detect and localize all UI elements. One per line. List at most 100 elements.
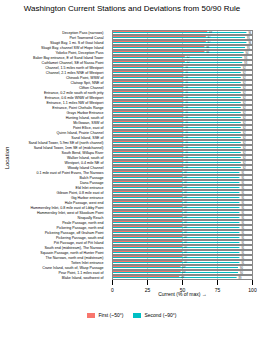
svg-text:Gibson Point, 0.8 mile east of: Gibson Point, 0.8 mile east of	[57, 191, 104, 195]
svg-text:51: 51	[185, 65, 189, 69]
svg-text:Balch Passage: Balch Passage	[80, 176, 104, 180]
html-text:Location: Location	[4, 146, 10, 170]
html-text:Second (~90°): Second (~90°)	[144, 312, 177, 318]
svg-text:Nisqually Reach: Nisqually Reach	[78, 216, 104, 220]
svg-text:Skagit Bay, channel SW of Hope: Skagit Bay, channel SW of Hope Island	[41, 46, 103, 50]
svg-text:Pitt Passage, east of Pitt Isl: Pitt Passage, east of Pitt Island	[54, 241, 104, 245]
svg-text:96: 96	[248, 41, 252, 45]
svg-text:100: 100	[248, 287, 257, 293]
svg-text:Pickering Passage, north end: Pickering Passage, north end	[57, 226, 104, 230]
svg-text:92: 92	[242, 76, 246, 80]
svg-text:Blake Island, southwest of: Blake Island, southwest of	[62, 276, 104, 280]
svg-text:92: 92	[242, 116, 246, 120]
svg-text:The Narrows, north end (midstr: The Narrows, north end (midstream)	[46, 256, 104, 260]
svg-text:51: 51	[185, 125, 189, 129]
svg-text:Clatsop Spit, NNE of: Clatsop Spit, NNE of	[71, 81, 104, 85]
svg-text:Clifton Channel: Clifton Channel	[79, 86, 104, 90]
svg-text:25: 25	[145, 287, 151, 293]
svg-text:67: 67	[207, 35, 211, 39]
svg-text:Hammersley Inlet, 0.8 mile eas: Hammersley Inlet, 0.8 mile east of Libby…	[30, 206, 103, 210]
svg-text:51: 51	[185, 80, 189, 84]
svg-text:51: 51	[185, 90, 189, 94]
svg-text:Sand Island Tower, 1nm SE of (: Sand Island Tower, 1nm SE of (midchannel…	[34, 146, 104, 150]
svg-text:Chinook Point, WSW of: Chinook Point, WSW of	[66, 76, 104, 80]
html-text:Washington Current Stations an: Washington Current Stations and Deviatio…	[23, 4, 241, 13]
svg-text:52: 52	[186, 55, 190, 59]
svg-text:92: 92	[242, 106, 246, 110]
svg-text:Hunting Island, south of: Hunting Island, south of	[66, 116, 104, 120]
svg-text:51: 51	[185, 115, 189, 119]
svg-text:92: 92	[242, 121, 246, 125]
svg-text:Entrance, Point Chehalis Range: Entrance, Point Chehalis Range	[52, 106, 103, 110]
svg-text:Yokeko Point, Deception Pass: Yokeko Point, Deception Pass	[55, 51, 103, 55]
svg-text:94: 94	[245, 51, 249, 55]
svg-text:Eld Inlet entrance: Eld Inlet entrance	[76, 186, 104, 190]
svg-text:Hammersley Inlet, west of Skoo: Hammersley Inlet, west of Skookum Point	[37, 211, 104, 215]
svg-text:51: 51	[185, 95, 189, 99]
html-text:First (~50°): First (~50°)	[98, 312, 124, 318]
svg-text:75: 75	[215, 287, 221, 293]
svg-text:92: 92	[242, 101, 246, 105]
svg-text:92: 92	[242, 96, 246, 100]
svg-text:Hale Passage, west end: Hale Passage, west end	[65, 201, 104, 205]
svg-text:68: 68	[209, 30, 213, 34]
svg-text:Pear Point, 1.1 miles east of: Pear Point, 1.1 miles east of	[59, 271, 104, 275]
svg-text:51: 51	[185, 105, 189, 109]
svg-text:Woody Island Channel: Woody Island Channel	[67, 166, 103, 170]
svg-text:Quinn Island, Prairie Channel: Quinn Island, Prairie Channel	[57, 131, 104, 135]
svg-text:66: 66	[206, 45, 210, 49]
svg-text:Baker Bay entrance, E of Sand: Baker Bay entrance, E of Sand Island Tow…	[33, 56, 104, 60]
svg-text:51: 51	[185, 110, 189, 114]
svg-text:Entrance, 0.2 mile south of no: Entrance, 0.2 mile south of north jetty	[44, 91, 104, 95]
svg-text:93: 93	[244, 61, 248, 65]
svg-text:McGowan, SSW of: McGowan, SSW of	[73, 121, 103, 125]
svg-text:Entrance, 1.1 miles NW of West: Entrance, 1.1 miles NW of Westport	[46, 101, 103, 105]
svg-text:51: 51	[185, 100, 189, 104]
svg-text:Crane Island, south of, Wasp P: Crane Island, south of, Wasp Passage	[42, 266, 103, 270]
svg-text:Deception Pass (narrows): Deception Pass (narrows)	[62, 31, 103, 35]
svg-text:92: 92	[242, 71, 246, 75]
svg-text:Channel, 1.5 miles north of We: Channel, 1.5 miles north of Westport	[45, 66, 103, 70]
svg-text:92: 92	[242, 86, 246, 90]
svg-text:96: 96	[248, 31, 252, 35]
svg-text:Grays Harbor Entrance: Grays Harbor Entrance	[67, 111, 104, 115]
svg-text:51: 51	[185, 130, 189, 134]
svg-text:51: 51	[185, 120, 189, 124]
svg-text:Walker Island, south of: Walker Island, south of	[67, 156, 103, 160]
svg-text:South Bend, Willapa River: South Bend, Willapa River	[62, 151, 105, 155]
svg-text:67: 67	[207, 40, 211, 44]
svg-text:92: 92	[242, 81, 246, 85]
svg-text:Westport, 0.4 mile NE of: Westport, 0.4 mile NE of	[65, 161, 104, 165]
svg-text:Pickering Passage, off Graham: Pickering Passage, off Graham Point	[45, 231, 104, 235]
svg-text:Squaxin Passage, north of Hunt: Squaxin Passage, north of Hunter Point	[40, 251, 103, 255]
svg-text:Gig Harbor entrance: Gig Harbor entrance	[71, 196, 104, 200]
svg-text:Entrance, 0.6 mile WNW of West: Entrance, 0.6 mile WNW of Westport	[45, 96, 104, 100]
svg-text:0: 0	[111, 287, 114, 293]
svg-text:51: 51	[185, 135, 189, 139]
svg-text:Sand Island Tower, 5.9mi SE of: Sand Island Tower, 5.9mi SE of (north ch…	[28, 141, 103, 145]
svg-text:Sand Island, SSE of: Sand Island, SSE of	[71, 136, 103, 140]
svg-text:Skagit Bay, 1 mi. S of Goat Is: Skagit Bay, 1 mi. S of Goat Island	[50, 41, 103, 45]
svg-text:92: 92	[242, 66, 246, 70]
svg-text:51: 51	[185, 75, 189, 79]
svg-text:Pickering Passage, south end: Pickering Passage, south end	[56, 236, 104, 240]
svg-text:Point Ellice, east of: Point Ellice, east of	[73, 126, 104, 130]
svg-text:51: 51	[185, 70, 189, 74]
svg-text:Current (% of max) →: Current (% of max) →	[158, 291, 207, 297]
svg-text:0.1 mile east of Point Evans,: 0.1 mile east of Point Evans, The Narrow…	[36, 171, 103, 175]
svg-text:92: 92	[242, 111, 246, 115]
svg-text:93: 93	[244, 56, 248, 60]
svg-text:92: 92	[242, 131, 246, 135]
svg-text:66: 66	[206, 50, 210, 54]
svg-text:Peale Passage, north end: Peale Passage, north end	[62, 221, 103, 225]
svg-text:South end (midstream), The Nar: South end (midstream), The Narrows	[44, 246, 103, 250]
svg-text:52: 52	[186, 60, 190, 64]
svg-text:Totten Inlet entrance: Totten Inlet entrance	[71, 261, 104, 265]
svg-text:Dana Passage: Dana Passage	[80, 181, 104, 185]
svg-text:92: 92	[242, 91, 246, 95]
svg-text:Cathlamet Channel, SE of Nassa: Cathlamet Channel, SE of Nassa Point	[42, 61, 104, 65]
svg-text:Port Townsend Canal: Port Townsend Canal	[69, 36, 103, 40]
svg-text:Channel, 2.1 miles NNE of West: Channel, 2.1 miles NNE of Westport	[46, 71, 104, 75]
svg-text:92: 92	[242, 126, 246, 130]
svg-text:51: 51	[185, 85, 189, 89]
